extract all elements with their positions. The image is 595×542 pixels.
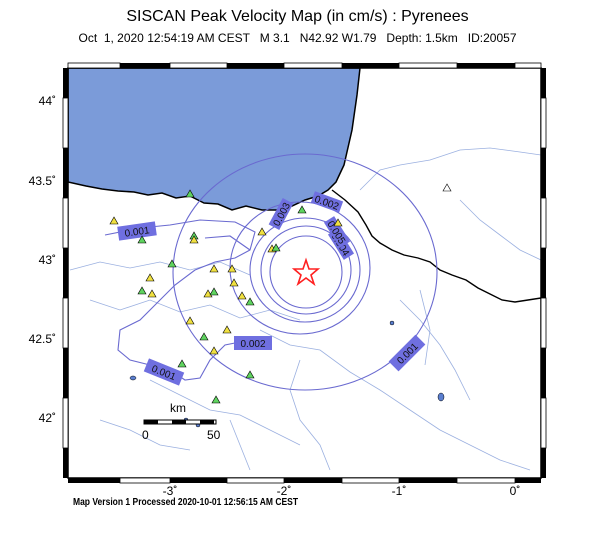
station-triangle-icon — [137, 235, 147, 244]
scale-bar-unit: km — [170, 401, 186, 415]
lat-tick-label: 42˚ — [39, 411, 56, 425]
station-triangle-icon — [297, 205, 307, 214]
station-triangle-icon — [271, 243, 281, 252]
station-triangle-icon — [185, 189, 195, 198]
station-triangle-icon — [167, 259, 177, 268]
scale-bar: km 0 50 — [142, 401, 221, 442]
station-triangle-icon — [227, 264, 237, 273]
frame-ticks-bottom — [68, 477, 541, 484]
station-triangle-icon — [109, 216, 119, 225]
lon-tick-label: 0˚ — [510, 484, 521, 498]
contour-label-4: 0.002 — [234, 336, 272, 350]
station-triangle-icon — [211, 395, 221, 404]
svg-text:0.001: 0.001 — [124, 225, 151, 239]
station-triangle-icon — [189, 235, 199, 244]
station-triangle-icon — [222, 325, 232, 334]
station-triangle-icon — [245, 297, 255, 306]
frame-ticks-right — [540, 68, 547, 478]
seismic-stations — [109, 183, 452, 404]
lat-tick-label: 43˚ — [39, 253, 56, 267]
svg-text:0.002: 0.002 — [240, 339, 265, 350]
station-triangle-icon — [333, 218, 343, 227]
lon-tick-label: -2˚ — [277, 484, 292, 498]
station-triangle-icon — [229, 278, 239, 287]
lat-tick-label: 44˚ — [39, 94, 56, 108]
station-triangle-icon — [147, 289, 157, 298]
station-triangle-icon — [209, 287, 219, 296]
station-triangle-icon — [245, 370, 255, 379]
map-footer: Map Version 1 Processed 2020-10-01 12:56… — [73, 497, 299, 508]
station-triangle-icon — [209, 264, 219, 273]
station-triangle-icon — [145, 273, 155, 282]
scale-bar-end: 50 — [207, 428, 221, 442]
station-triangle-icon — [177, 359, 187, 368]
rivers — [69, 147, 541, 471]
map-subtitle: Oct 1, 2020 12:54:19 AM CEST M 3.1 N42.9… — [78, 31, 517, 45]
station-triangle-icon — [257, 227, 267, 236]
contour-label-1: 0.001 — [117, 221, 157, 241]
epicenter-star-icon — [291, 257, 321, 287]
station-triangle-icon — [185, 316, 195, 325]
station-triangle-icon — [199, 332, 209, 341]
lat-tick-label: 43.5˚ — [29, 174, 56, 188]
station-triangle-icon — [237, 291, 247, 300]
map-title: SISCAN Peak Velocity Map (in cm/s) : Pyr… — [126, 8, 469, 25]
frame-ticks-left — [62, 68, 69, 478]
scale-bar-start: 0 — [142, 428, 149, 442]
lon-tick-label: -1˚ — [392, 484, 407, 498]
station-triangle-icon — [137, 286, 147, 295]
contour-lines — [104, 153, 438, 391]
lakes — [129, 320, 445, 428]
station-triangle-icon — [442, 183, 452, 192]
lon-tick-label: -3˚ — [163, 484, 178, 498]
frame-ticks-top — [67, 62, 542, 69]
sea-area — [68, 68, 361, 211]
lat-tick-label: 42.5˚ — [29, 332, 56, 346]
country-border — [331, 189, 541, 303]
station-triangle-icon — [209, 346, 219, 355]
